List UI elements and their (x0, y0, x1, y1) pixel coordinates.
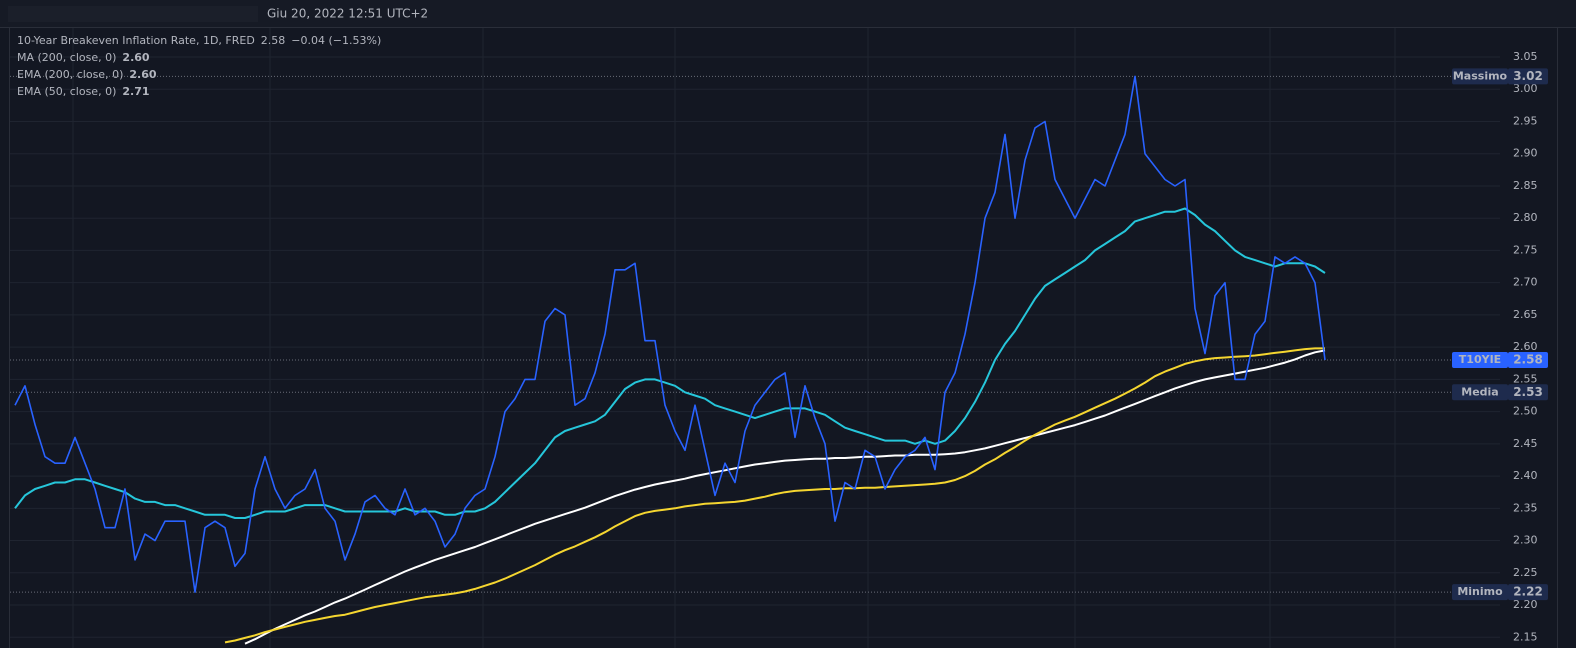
y-tick-label: 2.30 (1513, 534, 1538, 547)
ticker-placeholder (8, 6, 258, 22)
y-tick-label: 2.15 (1513, 630, 1538, 643)
y-tick-label: 2.55 (1513, 372, 1538, 385)
legend-value: 2.58 (261, 34, 286, 47)
legend-name: EMA (200, close, 0) (17, 68, 123, 81)
y-tick-label: 2.20 (1513, 598, 1538, 611)
legend-name: 10-Year Breakeven Inflation Rate, 1D, FR… (17, 34, 255, 47)
legend-name: EMA (50, close, 0) (17, 85, 116, 98)
reference-value: 2.53 (1513, 385, 1543, 399)
reference-label: Media (1461, 385, 1498, 398)
y-tick-label: 2.25 (1513, 566, 1538, 579)
reference-label-box (1452, 384, 1508, 401)
reference-label-box (1452, 68, 1508, 85)
reference-label: T10YIE (1459, 353, 1501, 366)
y-tick-label: 2.40 (1513, 469, 1538, 482)
y-tick-label: 2.45 (1513, 437, 1538, 450)
vertical-grid (72, 28, 1396, 648)
y-tick-label: 2.95 (1513, 114, 1538, 127)
legend: 10-Year Breakeven Inflation Rate, 1D, FR… (17, 34, 381, 98)
reference-label: Massimo (1453, 69, 1508, 82)
y-tick-label: 2.65 (1513, 308, 1538, 321)
reference-lines (10, 75, 1500, 593)
y-tick-label: 2.50 (1513, 405, 1538, 418)
grid (10, 56, 1500, 638)
reference-value: 2.58 (1513, 353, 1543, 367)
reference-label-box (1452, 584, 1508, 601)
y-tick-label: 2.75 (1513, 243, 1538, 256)
y-tick-label: 2.90 (1513, 147, 1538, 160)
top-bar (0, 0, 1576, 27)
reference-value: 2.22 (1513, 585, 1543, 599)
reference-labels: Massimo 3.02 T10YIE 2.58 Media 2.53 Minimo 2.22 (1452, 68, 1548, 601)
y-tick-label: 2.60 (1513, 340, 1538, 353)
y-axis: 2.15 2.20 2.25 2.30 2.35 2.40 2.45 2.50 2.55 2.60… (1513, 50, 1538, 643)
reference-value: 3.02 (1513, 69, 1543, 83)
y-tick-label: 2.70 (1513, 276, 1538, 289)
reference-value-box (1508, 584, 1548, 601)
legend-value: 2.60 (122, 51, 149, 64)
y-tick-label: 2.35 (1513, 501, 1538, 514)
reference-value-box (1508, 68, 1548, 85)
reference-value-box (1508, 352, 1548, 369)
reference-label-box (1452, 352, 1508, 369)
legend-name: MA (200, close, 0) (17, 51, 116, 64)
timestamp: Giu 20, 2022 12:51 UTC+2 (267, 7, 428, 21)
legend-value: 2.60 (129, 68, 156, 81)
reference-label: Minimo (1457, 585, 1503, 598)
legend-change: −0.04 (−1.53%) (291, 34, 381, 47)
series-line (244, 349, 1326, 645)
lines (14, 75, 1326, 645)
y-tick-label: 2.85 (1513, 179, 1538, 192)
series-line (14, 207, 1326, 519)
y-tick-label: 3.05 (1513, 50, 1538, 63)
y-tick-label: 2.80 (1513, 211, 1538, 224)
legend-value: 2.71 (122, 85, 149, 98)
y-tick-label: 3.00 (1513, 82, 1538, 95)
series-line (14, 75, 1326, 593)
reference-value-box (1508, 384, 1548, 401)
series-line (224, 347, 1325, 644)
